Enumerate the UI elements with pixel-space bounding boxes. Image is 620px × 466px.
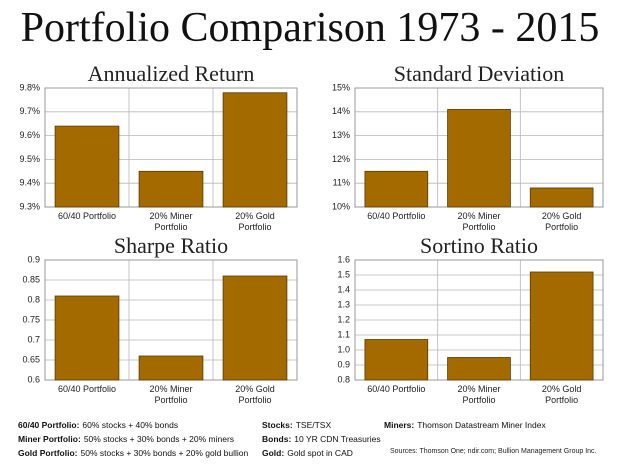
note-label: 60/40 Portfolio: [18, 420, 80, 430]
note-text: TSE/TSX [295, 420, 332, 430]
bar [222, 92, 288, 208]
note: Gold: Gold spot in CAD [262, 448, 353, 458]
note-label: Gold: [262, 448, 285, 458]
y-tick-label: 1.1 [337, 329, 350, 339]
x-tick-label-box: 60/40 Portfolio [367, 211, 426, 221]
x-tick-label: 20% Gold Portfolio [235, 384, 275, 405]
x-tick-label-box: 20% Miner Portfolio [457, 211, 501, 232]
y-tick-label: 9.4% [19, 178, 40, 188]
x-tick-label-box: 20% Gold Portfolio [541, 211, 582, 232]
note-text: 50% stocks + 30% bonds + 20% gold bullio… [80, 448, 249, 458]
y-tick-label: 1.3 [337, 299, 350, 309]
y-tick-label: 13% [332, 130, 350, 140]
x-tick-label: 20% Gold Portfolio [541, 384, 582, 405]
x-tick-label-box: 60/40 Portfolio [57, 384, 117, 394]
y-tick-label: 9.5% [19, 154, 40, 164]
y-tick-label: 0.8 [337, 374, 350, 384]
y-tick-label: 1.2 [337, 314, 350, 324]
y-tick-label: 9.3% [19, 201, 40, 211]
y-tick-label: 14% [332, 106, 350, 116]
y-tick-label: 15% [332, 82, 350, 92]
x-tick-label: 60/40 Portfolio [367, 384, 426, 394]
note: Bonds: 10 YR CDN Treasuries [262, 434, 381, 444]
y-tick-label: 0.85 [22, 274, 40, 284]
bar [447, 109, 511, 208]
y-tick-label: 1.6 [337, 254, 350, 264]
chart-title: Standard Deviation [394, 61, 564, 86]
note-text: Thomson Datastream Miner Index [417, 420, 546, 430]
bar [222, 275, 288, 381]
x-tick-label: 20% Miner Portfolio [457, 384, 501, 405]
y-tick-label: 0.8 [27, 294, 40, 304]
note-text: 10 YR CDN Treasuries [294, 434, 381, 444]
charts: Annualized Return 9.3% 9.4% 9.5% 9.6% 9.7% 9.8… [19, 61, 604, 405]
x-tick-label-box: 20% Gold Portfolio [541, 384, 582, 405]
x-tick-label-box: 60/40 Portfolio [367, 384, 426, 394]
note-text: 50% stocks + 30% bonds + 20% miners [83, 434, 235, 444]
page-title: Portfolio Comparison 1973 - 2015 [20, 5, 600, 51]
x-tick-label-box: 20% Gold Portfolio [235, 384, 275, 405]
y-tick-label: 9.7% [19, 106, 40, 116]
bar [138, 355, 204, 381]
note-text: Gold spot in CAD [287, 448, 353, 458]
y-tick-label: 0.9 [27, 254, 40, 264]
bar [364, 339, 429, 381]
x-tick-label: 20% Miner Portfolio [149, 384, 193, 405]
y-tick-label: 10% [332, 201, 350, 211]
y-tick-label: 0.75 [22, 314, 40, 324]
x-tick-label-box: 60/40 Portfolio [57, 211, 117, 221]
x-tick-label-box: 20% Miner Portfolio [149, 211, 193, 232]
note-label: Stocks: [262, 420, 293, 430]
bar [529, 187, 594, 208]
y-tick-label: 9.6% [19, 130, 40, 140]
sources: Sources: Thomson One; ndir.com; Bullion … [390, 448, 597, 455]
bar [364, 170, 429, 208]
x-tick-label: 20% Miner Portfolio [457, 211, 501, 232]
chart-title: Sharpe Ratio [114, 233, 228, 258]
y-tick-label: 0.9 [337, 359, 350, 369]
x-tick-label: 60/40 Portfolio [367, 211, 426, 221]
y-tick-label: 1.4 [337, 284, 350, 294]
x-tick-label: 60/40 Portfolio [57, 211, 117, 221]
note-label: Bonds: [262, 434, 292, 444]
chart-title: Sortino Ratio [420, 233, 538, 258]
note-label: Miner Portfolio: [18, 434, 81, 444]
note: Stocks: TSE/TSX [262, 420, 331, 430]
y-tick-label: 1.5 [337, 269, 350, 279]
bar [54, 295, 120, 381]
y-tick-label: 1.0 [337, 344, 350, 354]
x-tick-label-box: 20% Miner Portfolio [457, 384, 501, 405]
bar [54, 125, 120, 208]
y-tick-label: 9.8% [19, 82, 40, 92]
y-tick-label: 0.65 [22, 354, 40, 364]
chart-title: Annualized Return [88, 61, 255, 86]
y-tick-label: 0.7 [27, 334, 40, 344]
bar [447, 357, 511, 381]
x-tick-label-box: 20% Gold Portfolio [235, 211, 275, 232]
note: Miners: Thomson Datastream Miner Index [384, 420, 546, 430]
bar [138, 170, 204, 208]
note: Gold Portfolio: 50% stocks + 30% bonds + … [18, 448, 248, 458]
y-tick-label: 12% [332, 154, 350, 164]
x-tick-label: 20% Gold Portfolio [541, 211, 582, 232]
x-tick-label-box: 20% Miner Portfolio [149, 384, 193, 405]
x-tick-label: 60/40 Portfolio [57, 384, 117, 394]
note: 60/40 Portfolio: 60% stocks + 40% bonds [18, 420, 178, 430]
y-tick-label: 11% [333, 178, 350, 188]
note-label: Gold Portfolio: [18, 448, 78, 458]
note-label: Miners: [384, 420, 415, 430]
note: Miner Portfolio: 50% stocks + 30% bonds +… [18, 434, 234, 444]
bar [529, 271, 594, 381]
x-tick-label: 20% Miner Portfolio [149, 211, 193, 232]
x-tick-label: 20% Gold Portfolio [235, 211, 275, 232]
note-text: 60% stocks + 40% bonds [82, 420, 179, 430]
y-tick-label: 0.6 [27, 374, 40, 384]
